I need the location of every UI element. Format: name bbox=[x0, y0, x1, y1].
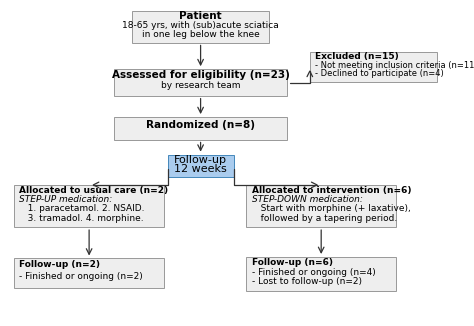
Text: Follow-up: Follow-up bbox=[174, 155, 227, 165]
Text: Follow-up (n=2): Follow-up (n=2) bbox=[19, 260, 100, 270]
FancyBboxPatch shape bbox=[14, 185, 164, 227]
Text: 3. tramadol. 4. morphine.: 3. tramadol. 4. morphine. bbox=[19, 214, 144, 223]
FancyBboxPatch shape bbox=[132, 11, 269, 42]
FancyBboxPatch shape bbox=[246, 185, 396, 227]
Text: 12 weeks: 12 weeks bbox=[174, 164, 227, 173]
FancyBboxPatch shape bbox=[310, 52, 437, 82]
Text: 1. paracetamol. 2. NSAID.: 1. paracetamol. 2. NSAID. bbox=[19, 204, 145, 213]
Text: followed by a tapering period.: followed by a tapering period. bbox=[252, 214, 397, 223]
FancyBboxPatch shape bbox=[114, 117, 287, 140]
Text: 18-65 yrs, with (sub)acute sciatica: 18-65 yrs, with (sub)acute sciatica bbox=[122, 21, 279, 30]
Text: - Declined to participate (n=4): - Declined to participate (n=4) bbox=[315, 69, 444, 78]
FancyBboxPatch shape bbox=[246, 257, 396, 291]
Text: - Finished or ongoing (n=4): - Finished or ongoing (n=4) bbox=[252, 268, 375, 277]
Text: Start with morphine (+ laxative),: Start with morphine (+ laxative), bbox=[252, 204, 410, 213]
Text: Randomized (n=8): Randomized (n=8) bbox=[146, 120, 255, 130]
Text: Allocated to usual care (n=2): Allocated to usual care (n=2) bbox=[19, 185, 169, 195]
Text: Allocated to intervention (n=6): Allocated to intervention (n=6) bbox=[252, 185, 411, 195]
Text: Excluded (n=15): Excluded (n=15) bbox=[315, 52, 399, 61]
Text: STEP-UP medication:: STEP-UP medication: bbox=[19, 195, 113, 204]
Text: - Finished or ongoing (n=2): - Finished or ongoing (n=2) bbox=[19, 273, 143, 281]
FancyBboxPatch shape bbox=[14, 259, 164, 288]
Text: by research team: by research team bbox=[161, 81, 240, 90]
Text: Patient: Patient bbox=[179, 11, 222, 21]
Text: in one leg below the knee: in one leg below the knee bbox=[142, 30, 259, 38]
FancyBboxPatch shape bbox=[114, 69, 287, 96]
Text: Follow-up (n=6): Follow-up (n=6) bbox=[252, 258, 333, 267]
Text: Assessed for eligibility (n=23): Assessed for eligibility (n=23) bbox=[112, 70, 290, 80]
Text: STEP-DOWN medication:: STEP-DOWN medication: bbox=[252, 195, 363, 204]
FancyBboxPatch shape bbox=[168, 155, 234, 177]
Text: - Lost to follow-up (n=2): - Lost to follow-up (n=2) bbox=[252, 277, 362, 287]
Text: - Not meeting inclusion criteria (n=11): - Not meeting inclusion criteria (n=11) bbox=[315, 61, 474, 69]
